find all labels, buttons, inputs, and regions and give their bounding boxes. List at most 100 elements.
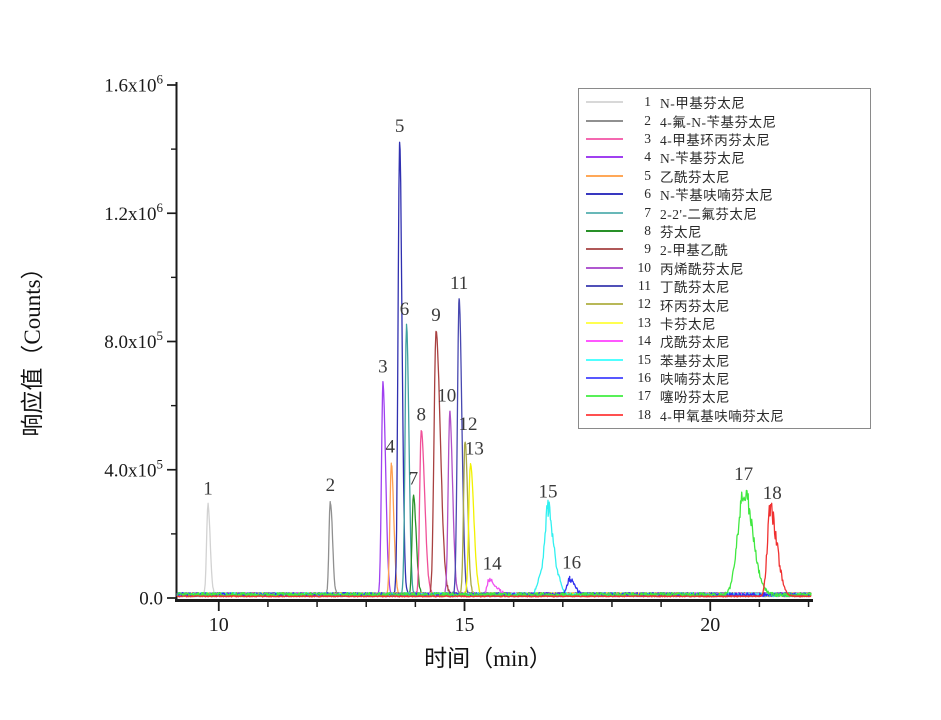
- legend-line-swatch: [586, 413, 623, 416]
- legend-item: 13 卡芬太尼: [586, 314, 868, 332]
- legend-name: N-甲基芬太尼: [660, 96, 746, 112]
- peak-label-13: 13: [465, 438, 484, 459]
- legend-name: 苯基芬太尼: [660, 353, 730, 369]
- legend-line-swatch: [586, 211, 623, 214]
- legend-number: 16: [637, 370, 652, 386]
- legend-item: 2 4-氟-N-苄基芬太尼: [586, 111, 868, 130]
- legend-number: 8: [644, 222, 651, 238]
- peak-label-2: 2: [326, 475, 336, 496]
- trace-4: [176, 462, 812, 598]
- legend-number: 5: [644, 167, 651, 183]
- legend-name: 戊酰芬太尼: [660, 335, 730, 351]
- legend-number: 17: [637, 388, 652, 404]
- legend-line-swatch: [586, 358, 623, 361]
- legend-item: 17 噻吩芬太尼: [586, 387, 868, 405]
- legend-number: 15: [637, 351, 652, 367]
- legend-number: 12: [637, 296, 652, 312]
- y-tick-label: 1.6x106: [104, 72, 163, 97]
- legend-number: 2: [644, 112, 651, 128]
- peak-label-12: 12: [459, 414, 478, 435]
- legend-item: 10 丙烯酰芬太尼: [586, 259, 868, 277]
- legend-number: 10: [637, 259, 652, 275]
- legend-line-swatch: [586, 340, 623, 343]
- legend-line-swatch: [586, 101, 623, 104]
- legend-number: 1: [644, 94, 651, 110]
- legend-item: 3 4-甲基环丙芬太尼: [586, 130, 868, 148]
- legend-item: 16 呋喃芬太尼: [586, 369, 868, 387]
- trace-1: [176, 502, 812, 598]
- legend-line-swatch: [586, 377, 623, 380]
- legend-line-swatch: [586, 137, 623, 140]
- peak-label-15: 15: [539, 482, 558, 503]
- legend-name: 环丙芬太尼: [660, 298, 730, 314]
- peak-label-10: 10: [437, 385, 456, 406]
- legend-name: 丙烯酰芬太尼: [660, 261, 744, 277]
- legend-number: 6: [644, 186, 651, 202]
- y-axis-title: 响应值（Counts）: [20, 256, 45, 436]
- y-tick-label: 0.0: [139, 589, 163, 610]
- legend-line-swatch: [586, 119, 623, 122]
- trace-2: [176, 500, 812, 598]
- legend-item: 8 芬太尼: [586, 222, 868, 240]
- trace-17: [176, 489, 812, 598]
- x-tick-label: 20: [700, 614, 720, 636]
- legend-line-swatch: [586, 266, 623, 269]
- legend-name: N-苄基呋喃芬太尼: [660, 188, 774, 204]
- legend-number: 13: [637, 314, 652, 330]
- legend-item: 9 2-甲基乙酰: [586, 240, 868, 258]
- legend-line-swatch: [586, 174, 623, 177]
- legend: 1 N-甲基芬太尼 2 4-氟-N-苄基芬太尼 3 4-甲基环丙芬太尼 4 N-苄基芬太尼 5 乙…: [578, 88, 871, 429]
- y-tick-label: 4.0x105: [104, 456, 163, 481]
- legend-item: 18 4-甲氧基呋喃芬太尼: [586, 406, 868, 424]
- legend-number: 11: [638, 278, 651, 294]
- legend-item: 14 戊酰芬太尼: [586, 332, 868, 350]
- legend-name: N-苄基芬太尼: [660, 151, 746, 167]
- legend-name: 4-氟-N-苄基芬太尼: [660, 114, 777, 130]
- peak-label-1: 1: [203, 478, 213, 499]
- peak-label-3: 3: [378, 357, 388, 378]
- legend-line-swatch: [586, 285, 623, 288]
- x-tick-label: 15: [455, 614, 475, 636]
- legend-item: 7 2-2'-二氟芬太尼: [586, 203, 868, 222]
- peak-label-6: 6: [400, 299, 410, 320]
- peak-label-9: 9: [431, 305, 441, 326]
- legend-line-swatch: [586, 193, 623, 196]
- legend-line-swatch: [586, 248, 623, 251]
- legend-name: 丁酰芬太尼: [660, 280, 730, 296]
- trace-18: [176, 502, 812, 598]
- legend-number: 9: [644, 241, 651, 257]
- x-axis-title: 时间（min）: [424, 646, 552, 671]
- trace-7: [176, 494, 812, 598]
- x-tick-label: 10: [209, 614, 229, 636]
- peak-label-17: 17: [734, 464, 753, 485]
- y-tick-label: 1.2x106: [104, 200, 163, 225]
- peak-label-11: 11: [450, 273, 468, 294]
- legend-name: 芬太尼: [660, 224, 702, 240]
- legend-name: 噻吩芬太尼: [660, 390, 730, 406]
- legend-item: 5 乙酰芬太尼: [586, 167, 868, 185]
- legend-number: 14: [637, 333, 652, 349]
- legend-item: 4 N-苄基芬太尼: [586, 148, 868, 166]
- legend-number: 18: [637, 406, 652, 422]
- legend-item: 1 N-甲基芬太尼: [586, 93, 868, 111]
- legend-name: 2-甲基乙酰: [660, 243, 729, 259]
- legend-name: 2-2'-二氟芬太尼: [660, 206, 758, 222]
- peak-label-8: 8: [417, 405, 427, 426]
- legend-item: 11 丁酰芬太尼: [586, 277, 868, 295]
- legend-line-swatch: [586, 395, 623, 398]
- trace-15: [176, 499, 812, 598]
- legend-number: 4: [644, 149, 651, 165]
- legend-item: 6 N-苄基呋喃芬太尼: [586, 185, 868, 203]
- peak-label-7: 7: [409, 469, 419, 490]
- legend-number: 7: [644, 204, 651, 220]
- legend-line-swatch: [586, 229, 623, 232]
- legend-name: 乙酰芬太尼: [660, 169, 730, 185]
- legend-line-swatch: [586, 321, 623, 324]
- legend-name: 卡芬太尼: [660, 316, 716, 332]
- peak-label-18: 18: [763, 483, 782, 504]
- legend-item: 12 环丙芬太尼: [586, 295, 868, 314]
- peak-label-14: 14: [483, 554, 503, 575]
- legend-number: 3: [644, 130, 651, 146]
- legend-line-swatch: [586, 156, 623, 159]
